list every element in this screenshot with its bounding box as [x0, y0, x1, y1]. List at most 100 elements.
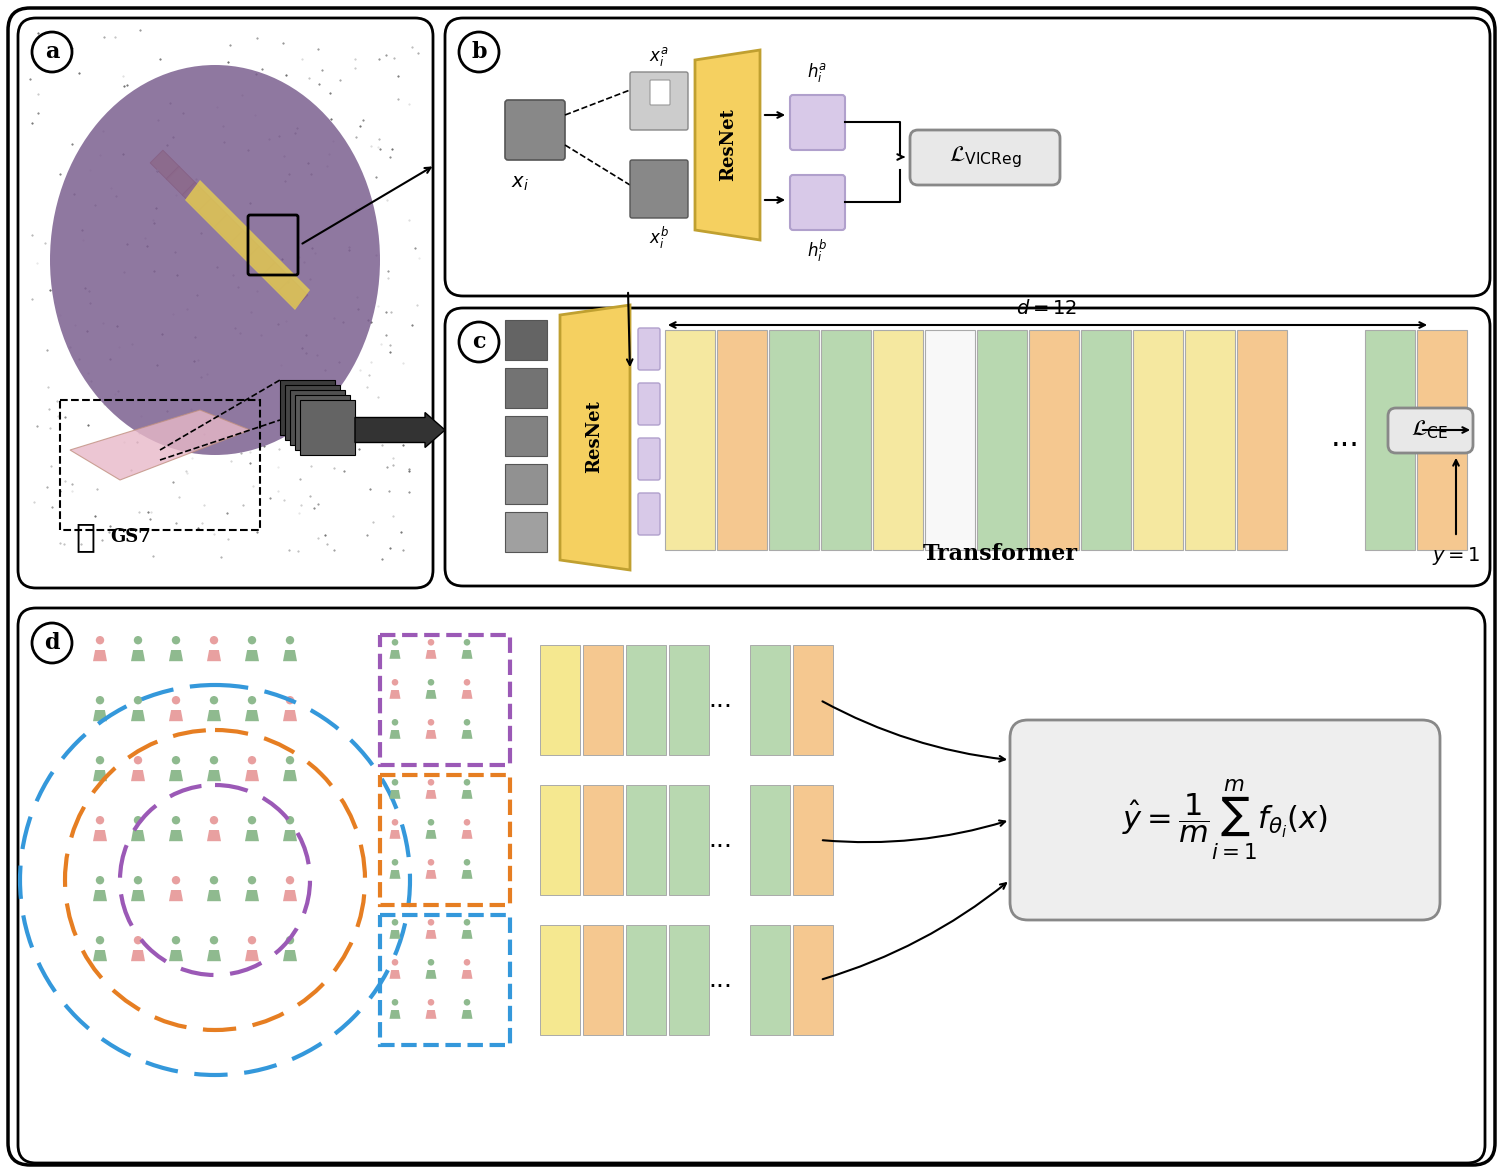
Circle shape: [428, 859, 434, 866]
Polygon shape: [93, 710, 107, 721]
Polygon shape: [245, 710, 259, 721]
Circle shape: [248, 636, 256, 644]
Polygon shape: [283, 710, 298, 721]
Circle shape: [210, 816, 218, 825]
Circle shape: [392, 819, 398, 826]
Text: $h_i^a$: $h_i^a$: [807, 61, 827, 84]
Circle shape: [96, 696, 104, 705]
Bar: [821, 330, 872, 550]
FancyBboxPatch shape: [909, 130, 1060, 185]
Bar: [278, 278, 308, 307]
Polygon shape: [389, 789, 400, 799]
Bar: [977, 330, 1027, 550]
Polygon shape: [93, 769, 107, 781]
Text: $y = 1$: $y = 1$: [1432, 545, 1480, 567]
Circle shape: [464, 859, 470, 866]
Circle shape: [428, 960, 434, 965]
Bar: [505, 511, 547, 552]
Polygon shape: [168, 890, 183, 901]
Bar: [583, 645, 624, 755]
Circle shape: [428, 679, 434, 685]
Bar: [669, 925, 709, 1035]
Circle shape: [248, 757, 256, 765]
Polygon shape: [131, 890, 144, 901]
Polygon shape: [93, 830, 107, 841]
Text: ...: ...: [708, 828, 732, 852]
Bar: [750, 645, 791, 755]
Circle shape: [248, 876, 256, 884]
Bar: [150, 150, 180, 179]
Polygon shape: [425, 830, 436, 839]
Bar: [505, 368, 547, 408]
Circle shape: [464, 639, 470, 645]
Bar: [750, 925, 791, 1035]
Circle shape: [392, 779, 398, 786]
Polygon shape: [389, 650, 400, 659]
Polygon shape: [461, 1010, 472, 1019]
Polygon shape: [168, 650, 183, 662]
Bar: [627, 785, 666, 895]
Polygon shape: [283, 890, 298, 901]
Circle shape: [428, 918, 434, 925]
Text: Transformer: Transformer: [923, 543, 1078, 565]
Circle shape: [392, 999, 398, 1005]
Bar: [280, 380, 335, 435]
Text: ResNet: ResNet: [585, 400, 603, 474]
Text: $x_i^b$: $x_i^b$: [649, 225, 669, 251]
Circle shape: [286, 696, 295, 705]
Polygon shape: [561, 305, 630, 570]
Bar: [230, 230, 260, 260]
Circle shape: [96, 757, 104, 765]
Bar: [794, 925, 833, 1035]
Circle shape: [392, 859, 398, 866]
Circle shape: [210, 636, 218, 644]
Polygon shape: [425, 970, 436, 978]
Circle shape: [428, 779, 434, 786]
Polygon shape: [283, 769, 298, 781]
Circle shape: [464, 960, 470, 965]
Polygon shape: [93, 950, 107, 961]
Text: ResNet: ResNet: [718, 109, 736, 182]
Bar: [669, 645, 709, 755]
FancyBboxPatch shape: [1387, 408, 1473, 453]
Polygon shape: [168, 769, 183, 781]
Circle shape: [286, 636, 295, 644]
Bar: [60, 400, 260, 530]
Circle shape: [134, 816, 143, 825]
Circle shape: [96, 636, 104, 644]
Bar: [505, 465, 547, 504]
Circle shape: [428, 719, 434, 726]
Circle shape: [134, 936, 143, 944]
Ellipse shape: [50, 65, 380, 455]
Circle shape: [210, 876, 218, 884]
Bar: [664, 330, 715, 550]
Circle shape: [464, 918, 470, 925]
Circle shape: [248, 816, 256, 825]
Polygon shape: [131, 710, 144, 721]
Polygon shape: [694, 50, 761, 240]
FancyBboxPatch shape: [637, 384, 660, 425]
Bar: [505, 320, 547, 360]
Polygon shape: [207, 830, 221, 841]
Polygon shape: [389, 690, 400, 699]
Text: c: c: [472, 331, 485, 353]
Polygon shape: [131, 950, 144, 961]
Text: $d = 12$: $d = 12$: [1016, 299, 1078, 318]
Circle shape: [96, 816, 104, 825]
Circle shape: [248, 696, 256, 705]
Bar: [1184, 330, 1235, 550]
Bar: [1133, 330, 1183, 550]
Bar: [213, 215, 243, 244]
Polygon shape: [461, 730, 472, 739]
Text: ...: ...: [708, 689, 732, 712]
Bar: [924, 330, 975, 550]
FancyBboxPatch shape: [637, 438, 660, 480]
Circle shape: [392, 719, 398, 726]
FancyArrow shape: [355, 413, 445, 448]
Circle shape: [428, 819, 434, 826]
Bar: [1081, 330, 1130, 550]
FancyBboxPatch shape: [18, 18, 433, 588]
Polygon shape: [207, 710, 221, 721]
Polygon shape: [283, 650, 298, 662]
Circle shape: [210, 757, 218, 765]
